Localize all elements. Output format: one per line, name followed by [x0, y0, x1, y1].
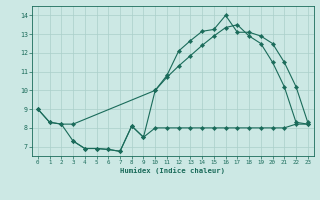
X-axis label: Humidex (Indice chaleur): Humidex (Indice chaleur): [120, 167, 225, 174]
